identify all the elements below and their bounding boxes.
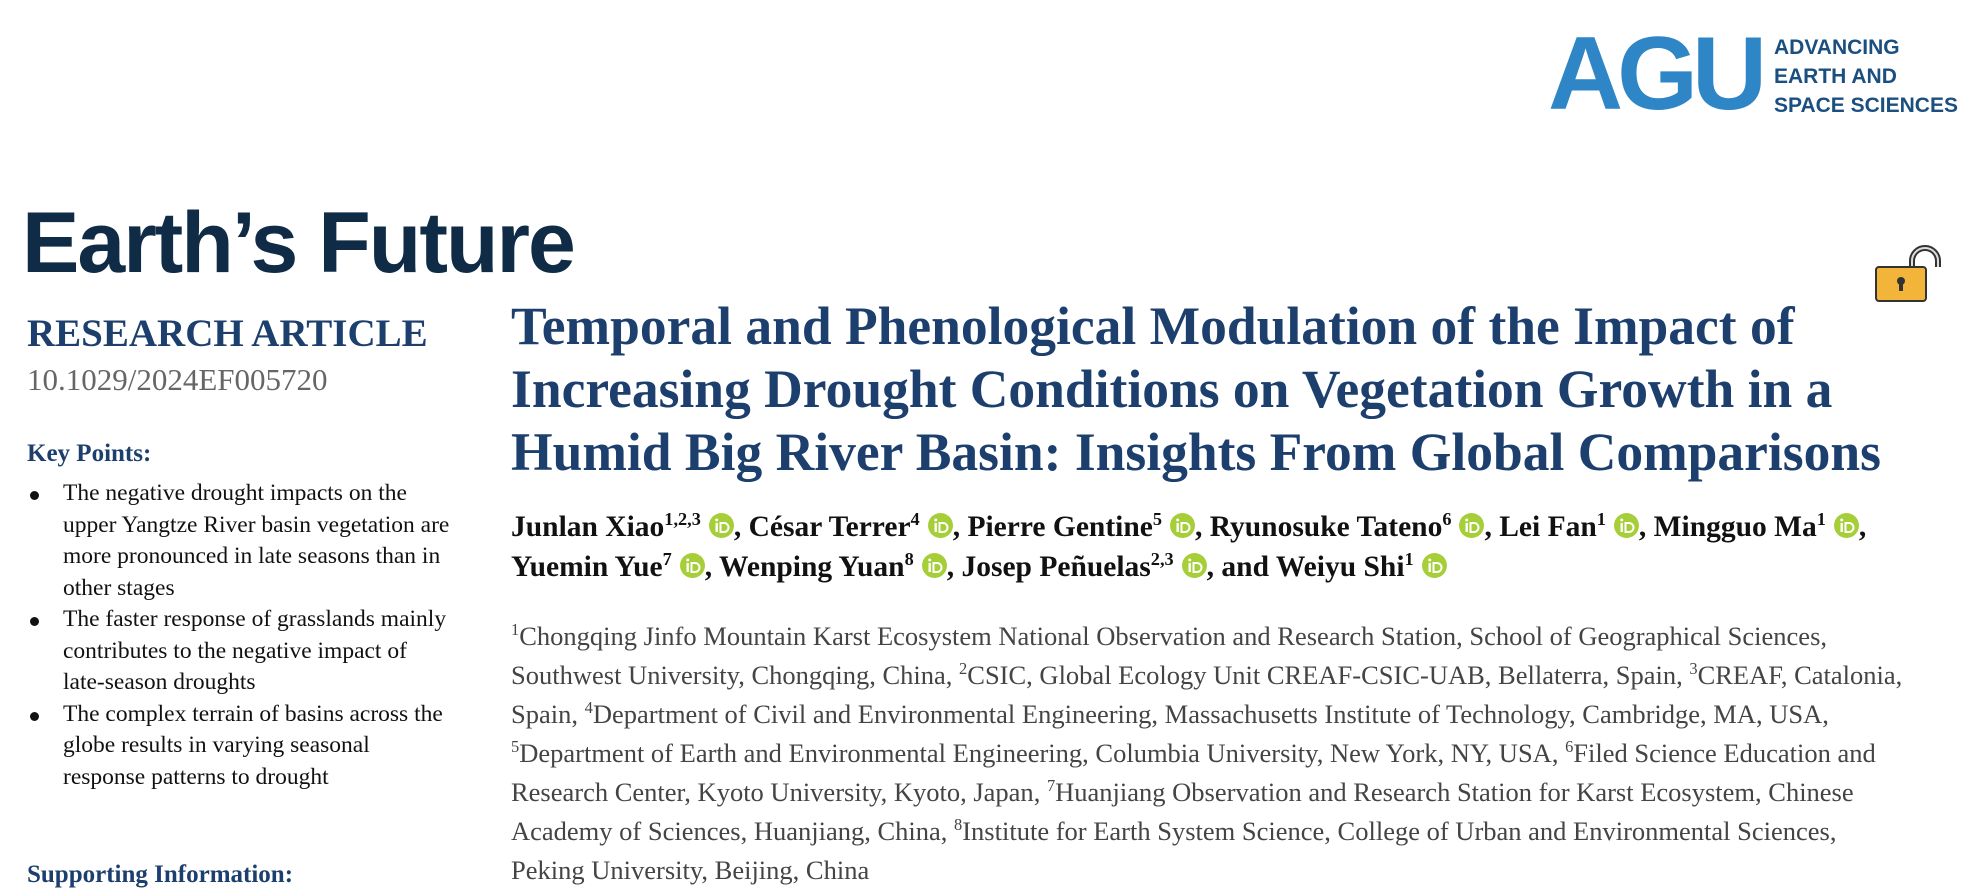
key-point: The faster response of grasslands mainly… [27,604,452,699]
affiliation-number: 2 [959,659,968,679]
tagline-line: SPACE SCIENCES [1774,94,1958,117]
affiliation-separator: , [945,660,960,690]
author-name: Lei Fan [1499,511,1597,543]
author-affiliation: 1 [1596,509,1606,530]
author-name: Ryunosuke Tateno [1209,511,1443,543]
affiliation-text: Institute for Earth System Science, Coll… [511,816,1837,885]
orcid-icon[interactable] [927,513,953,538]
orcid-icon[interactable] [708,513,734,538]
author-affiliation: 6 [1442,509,1452,530]
key-point: The negative drought impacts on the uppe… [27,478,452,604]
key-points: The negative drought impacts on the uppe… [27,478,452,793]
affiliation-text: CSIC, Global Ecology Unit CREAF-CSIC-UAB… [967,660,1677,690]
author-separator: , [946,551,962,583]
affiliation-number: 3 [1689,659,1698,679]
key-points-heading: Key Points: [27,440,152,467]
article-type: RESEARCH ARTICLE [27,312,428,355]
author-separator: , [1194,511,1210,543]
affiliation-separator: , [1551,738,1566,768]
author-affiliation: 1,2,3 [664,509,701,530]
journal-name: Earth’s Future [22,195,576,291]
authors: Junlan Xiao1,2,3, César Terrer4, Pierre … [511,507,1891,587]
author-affiliation: 8 [904,549,914,570]
tagline-line: EARTH AND [1774,65,1897,88]
author-name: Weiyu Shi [1275,551,1405,583]
affiliation-text: CREAF, Catalonia, Spain [511,660,1903,729]
article-title: Temporal and Phenological Modulation of … [511,296,1881,482]
author-separator: , [1484,511,1500,543]
affiliation-separator: , [571,699,585,729]
affiliation-text: Department of Civil and Environmental En… [592,699,1823,729]
author-separator: , and [1206,551,1276,583]
affiliation-separator: , [1822,699,1829,729]
affiliation-text: Department of Earth and Environmental En… [519,738,1552,768]
affiliation-separator: , [1676,660,1690,690]
author-separator: , [952,511,968,543]
affiliations: 1Chongqing Jinfo Mountain Karst Ecosyste… [511,617,1911,890]
orcid-icon[interactable] [921,553,947,578]
affiliation-text: Chongqing Jinfo Mountain Karst Ecosystem… [511,621,1828,690]
author-affiliation: 1 [1404,549,1414,570]
author-name: Junlan Xiao [511,511,665,543]
author-name: Josep Peñuelas [961,551,1151,583]
author-affiliation: 7 [662,549,672,570]
orcid-icon[interactable] [1613,513,1639,538]
supporting-heading: Supporting Information: [27,861,294,888]
doi[interactable]: 10.1029/2024EF005720 [27,362,328,397]
orcid-icon[interactable] [1833,513,1859,538]
affiliation-number: 7 [1046,776,1056,796]
orcid-icon[interactable] [1181,553,1207,578]
author-name: Mingguo Ma [1653,511,1817,543]
open-access-icon [1875,245,1941,302]
affiliation-number: 5 [511,737,520,757]
author-affiliation: 1 [1816,509,1826,530]
author-name: Yuemin Yue [511,551,663,583]
affiliation-text: Filed Science Education and Research Cen… [511,738,1876,807]
author-affiliation: 2,3 [1150,549,1174,570]
orcid-icon[interactable] [1421,553,1447,578]
author-separator: , [1858,511,1867,543]
author-name: Wenping Yuan [719,551,905,583]
author-name: Pierre Gentine [967,511,1153,543]
logo-mark: AGU [1548,16,1767,132]
author-separator: , [704,551,720,583]
logo-tagline: ADVANCING EARTH AND SPACE SCIENCES [1774,33,1958,120]
affiliation-number: 1 [511,620,520,640]
author-name: César Terrer [748,511,911,543]
author-affiliation: 4 [910,509,920,530]
affiliation-text: Huanjiang Observation and Research Stati… [511,777,1854,846]
affiliation-separator: , [1033,777,1047,807]
affiliation-number: 4 [584,698,593,718]
affiliation-number: 8 [954,815,963,835]
author-affiliation: 5 [1152,509,1162,530]
affiliation-separator: , [940,816,955,846]
key-point: The complex terrain of basins across the… [27,699,452,794]
orcid-icon[interactable] [1169,513,1195,538]
orcid-icon[interactable] [1459,513,1485,538]
author-separator: , [733,511,749,543]
tagline-line: ADVANCING [1774,36,1900,59]
orcid-icon[interactable] [679,553,705,578]
affiliation-number: 6 [1565,737,1574,757]
author-separator: , [1638,511,1654,543]
